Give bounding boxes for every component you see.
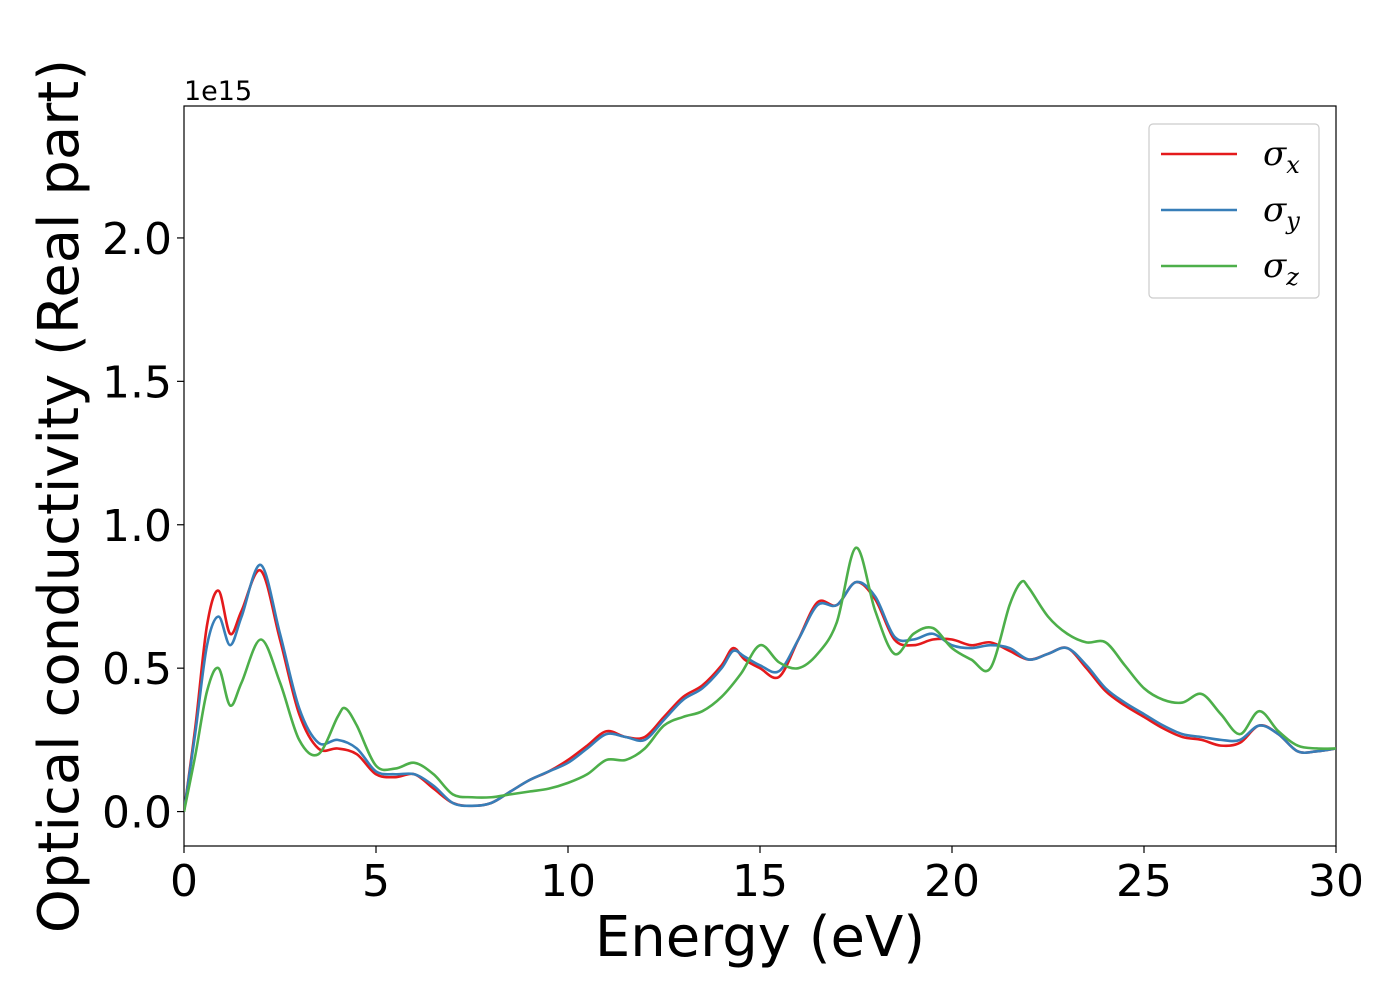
series-line-x xyxy=(184,569,1336,812)
y-tick-label: 1.0 xyxy=(102,501,172,552)
y-tick-label: 0.0 xyxy=(102,788,172,839)
y-tick-label: 2.0 xyxy=(102,214,172,265)
legend: σx σy σz xyxy=(1148,123,1320,299)
y-axis: 0.0 0.5 1.0 1.5 2.0 xyxy=(102,214,184,839)
y-tick-label: 0.5 xyxy=(102,644,172,695)
x-axis: 0 5 10 15 20 25 30 xyxy=(170,846,1364,907)
x-tick-label: 0 xyxy=(170,856,198,907)
series-line-y xyxy=(184,563,1336,812)
series-line-z xyxy=(184,546,1336,812)
series-layer xyxy=(184,546,1336,812)
legend-label-z: σz xyxy=(1263,246,1299,291)
y-tick-label: 1.5 xyxy=(102,357,172,408)
legend-label-y: σy xyxy=(1263,190,1300,235)
y-axis-title: Optical conductivity (Real part) xyxy=(27,59,92,933)
x-tick-label: 5 xyxy=(362,856,390,907)
x-tick-label: 25 xyxy=(1116,856,1172,907)
plot-frame xyxy=(183,105,1337,847)
x-tick-label: 10 xyxy=(540,856,596,907)
x-axis-title: Energy (eV) xyxy=(595,905,925,970)
x-tick-label: 30 xyxy=(1308,856,1364,907)
y-axis-offset-label: 1e15 xyxy=(184,76,252,107)
plot-area xyxy=(183,105,1337,847)
x-tick-label: 20 xyxy=(924,856,980,907)
x-tick-label: 15 xyxy=(732,856,788,907)
legend-label-x: σx xyxy=(1263,134,1300,179)
